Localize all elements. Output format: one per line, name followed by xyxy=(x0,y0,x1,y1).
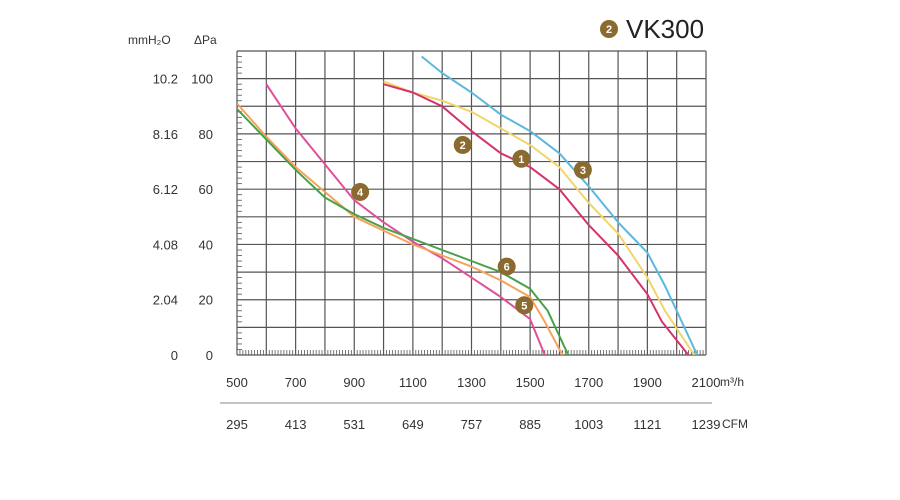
grid-lines xyxy=(236,50,707,356)
title-badge-number: 2 xyxy=(606,24,612,36)
series-marker-label-5: 5 xyxy=(521,300,527,312)
series-marker-1 xyxy=(512,149,531,168)
y-tick-pa: 100 xyxy=(191,72,213,87)
series-marker-3 xyxy=(573,160,592,179)
x-tick-m3h: 500 xyxy=(226,375,248,390)
series-marker-6 xyxy=(497,257,516,276)
x-tick-m3h: 1300 xyxy=(457,375,486,390)
series-markers: 1 2 3 4 5 6 xyxy=(351,135,592,315)
y-tick-mmh2o: 10.2 xyxy=(153,72,178,87)
y-tick-pa: 80 xyxy=(199,127,213,142)
x-unit-m3h: m³/h xyxy=(720,375,744,389)
y-tick-pa: 40 xyxy=(199,237,213,252)
title-group: 2 VK300 xyxy=(600,14,704,44)
y-tick-mmh2o: 6.12 xyxy=(153,182,178,197)
y-tick-pa: 0 xyxy=(206,348,213,363)
x-tick-cfm: 1239 xyxy=(692,417,721,432)
y-tick-mmh2o: 2.04 xyxy=(153,293,178,308)
y-tick-pa: 20 xyxy=(199,293,213,308)
x-tick-m3h: 900 xyxy=(343,375,365,390)
series-marker-label-6: 6 xyxy=(504,262,510,274)
x-tick-cfm: 757 xyxy=(461,417,483,432)
series-marker-4 xyxy=(351,182,370,201)
x-tick-cfm: 649 xyxy=(402,417,424,432)
series-line-4 xyxy=(265,83,546,355)
series-marker-label-2: 2 xyxy=(460,140,466,152)
x-tick-m3h: 1900 xyxy=(633,375,662,390)
x-tick-cfm: 1003 xyxy=(574,417,603,432)
y-tick-mmh2o: 0 xyxy=(171,348,178,363)
y-tick-mmh2o: 4.08 xyxy=(153,237,178,252)
x-tick-m3h: 1700 xyxy=(574,375,603,390)
y-unit-pa: ΔPa xyxy=(194,33,217,47)
x-tick-m3h: 1100 xyxy=(399,375,427,390)
x-tick-cfm: 531 xyxy=(343,417,365,432)
x-tick-m3h: 700 xyxy=(285,375,307,390)
series-line-5 xyxy=(237,102,564,355)
chart-title: VK300 xyxy=(626,14,704,44)
x-tick-cfm: 413 xyxy=(285,417,307,432)
x-tick-m3h: 1500 xyxy=(516,375,545,390)
series-line-6 xyxy=(237,108,570,355)
y-unit-mmh2o: mmH₂O xyxy=(128,33,171,47)
series-marker-5 xyxy=(515,296,534,315)
x-tick-cfm: 295 xyxy=(226,417,248,432)
x-tick-cfm: 1121 xyxy=(633,417,661,432)
title-badge-circle xyxy=(600,20,618,38)
x-tick-m3h: 2100 xyxy=(692,375,721,390)
series-marker-label-4: 4 xyxy=(357,187,364,199)
series-marker-label-1: 1 xyxy=(518,154,524,166)
y-tick-pa: 60 xyxy=(199,182,213,197)
series-lines xyxy=(237,55,699,355)
series-line-1 xyxy=(383,80,696,355)
x-unit-cfm: CFM xyxy=(722,417,748,431)
series-marker-2 xyxy=(453,135,472,154)
y-tick-mmh2o: 8.16 xyxy=(153,127,178,142)
series-line-2 xyxy=(383,83,690,355)
series-marker-label-3: 3 xyxy=(580,165,586,177)
x-tick-cfm: 885 xyxy=(519,417,541,432)
